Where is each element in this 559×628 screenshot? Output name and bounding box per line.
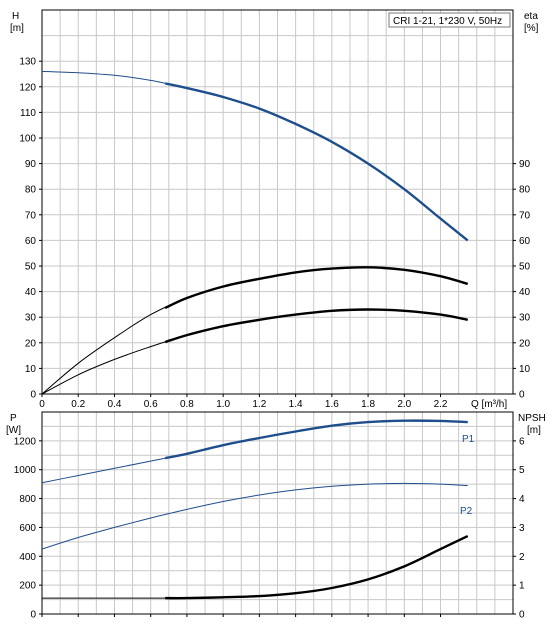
curve-1-2-operating	[165, 535, 469, 600]
right-tick-label: 60	[519, 236, 531, 247]
bottom-panel-curves	[41, 419, 469, 600]
title-box-text: CRI 1-21, 1*230 V, 50Hz	[393, 16, 502, 27]
x-tick-label: 0.4	[108, 399, 122, 410]
left-tick-label: 10	[25, 364, 37, 375]
left-tick-label: 80	[25, 185, 37, 196]
bottom-panel-grid	[42, 412, 513, 614]
x-tick-label: 0.6	[144, 399, 158, 410]
right-tick-label: 5	[519, 465, 525, 476]
left-tick-label: 90	[25, 159, 37, 170]
right-tick-label: 10	[519, 364, 531, 375]
top-panel-grid	[42, 10, 513, 394]
x-axis-label: Q [m³/h]	[471, 399, 507, 410]
right-tick-label: 0	[519, 390, 525, 401]
left-tick-label: 60	[25, 236, 37, 247]
x-tick-label: 1.8	[361, 399, 375, 410]
left-tick-label: 800	[19, 494, 36, 505]
series-label-p2: P2	[460, 506, 473, 517]
curve-0-2-operating	[164, 308, 468, 344]
right-tick-label: 70	[519, 210, 531, 221]
x-tick-label: 0.8	[180, 399, 194, 410]
right-tick-label: 80	[519, 185, 531, 196]
top-left-axis-label: H	[12, 11, 19, 22]
right-tick-label: 6	[519, 436, 525, 447]
left-tick-label: 600	[19, 523, 36, 534]
left-tick-label: 120	[19, 82, 36, 93]
right-tick-label: 50	[519, 262, 531, 273]
x-tick-label: 0	[39, 399, 45, 410]
left-tick-label: 0	[30, 390, 36, 401]
top-right-axis-label: eta	[524, 11, 538, 22]
left-tick-label: 200	[19, 581, 36, 592]
top-panel-curves	[41, 70, 469, 395]
top-left-axis-unit: [m]	[10, 23, 24, 34]
x-tick-label: 0.2	[71, 399, 85, 410]
right-tick-label: 2	[519, 552, 525, 563]
right-tick-label: 30	[519, 313, 531, 324]
top-panel-frame	[41, 9, 514, 395]
left-tick-label: 50	[25, 262, 37, 273]
left-tick-label: 1200	[14, 436, 37, 447]
top-right-axis-unit: [%]	[524, 23, 539, 34]
bottom-panel-frame	[41, 411, 514, 615]
left-tick-label: 400	[19, 552, 36, 563]
x-tick-label: 1.4	[289, 399, 303, 410]
bottom-right-axis-unit: [m]	[527, 425, 541, 436]
right-tick-label: 3	[519, 523, 525, 534]
right-tick-label: 0	[519, 610, 525, 621]
right-tick-label: 4	[519, 494, 525, 505]
x-tick-label: 2.2	[434, 399, 448, 410]
right-tick-label: 40	[519, 287, 531, 298]
x-tick-label: 1.0	[216, 399, 230, 410]
curve-0-0-operating	[164, 82, 469, 242]
curve-0-1-operating	[164, 266, 469, 310]
top-panel-ticks: 0 10 20 30 40 50 60 70 80 90 100 110 120 130 0 10 20 30 40…	[19, 57, 530, 410]
left-tick-label: 30	[25, 313, 37, 324]
x-tick-label: 2.0	[397, 399, 411, 410]
left-tick-label: 130	[19, 57, 36, 68]
curve-1-0-operating	[164, 419, 468, 460]
title-box	[388, 12, 511, 28]
bottom-panel-ticks: 0 200 400 600 800 1000 1200 0 1 2 3 4 5 6	[14, 436, 525, 620]
left-tick-label: 20	[25, 338, 37, 349]
right-tick-label: 90	[519, 159, 531, 170]
series-label-p1: P1	[462, 434, 475, 445]
right-tick-label: 20	[519, 338, 531, 349]
left-tick-label: 100	[19, 134, 36, 145]
bottom-right-axis-label: NPSH	[518, 413, 546, 424]
left-tick-label: 110	[20, 108, 36, 119]
x-tick-label: 1.2	[252, 399, 266, 410]
left-tick-label: 0	[30, 610, 36, 621]
curve-1-1-thin	[41, 482, 468, 550]
left-tick-label: 1000	[14, 465, 37, 476]
left-tick-label: 40	[25, 287, 37, 298]
right-tick-label: 1	[519, 581, 525, 592]
bottom-left-axis-unit: [W]	[6, 425, 21, 436]
x-tick-label: 1.6	[325, 399, 339, 410]
left-tick-label: 70	[25, 210, 37, 221]
bottom-left-axis-label: P	[10, 413, 17, 424]
